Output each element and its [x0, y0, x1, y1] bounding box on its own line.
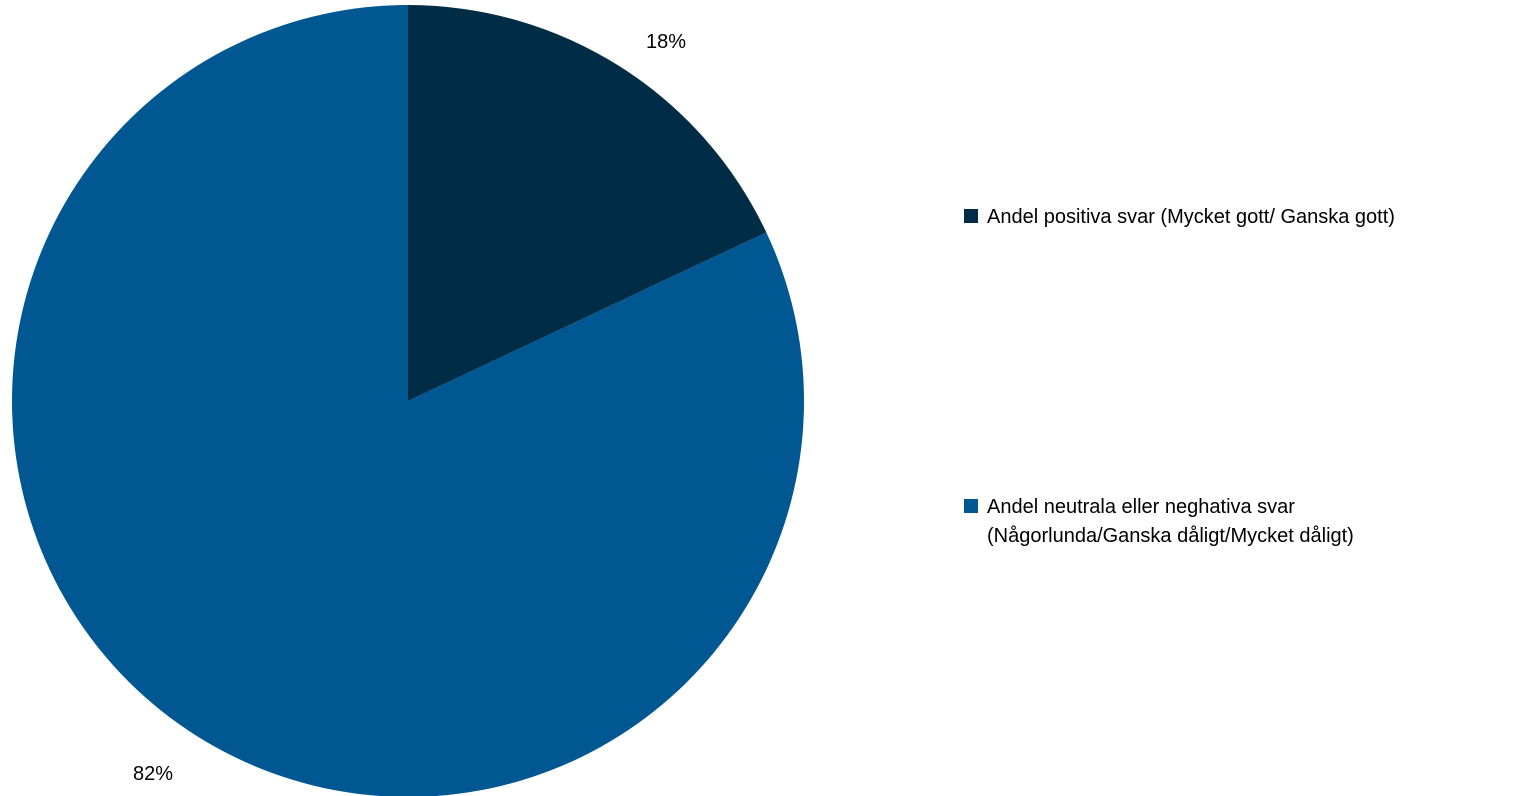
legend-label-neutral-negative-line-1: Andel neutrala eller neghativa svar — [987, 496, 1295, 518]
legend-item-neutral-negative: Andel neutrala eller neghativa svar (Någ… — [964, 493, 1354, 551]
legend-label-positive-line-1: Andel positiva svar (Mycket gott/ Ganska… — [987, 206, 1395, 228]
data-label-positive: 18% — [646, 31, 686, 53]
data-label-neutral-negative: 82% — [133, 763, 173, 785]
legend-swatch-positive — [964, 209, 978, 223]
legend-item-positive: Andel positiva svar (Mycket gott/ Ganska… — [964, 203, 1395, 232]
legend-label-neutral-negative-line-2: (Någorlunda/Ganska dåligt/Mycket dåligt) — [987, 525, 1354, 547]
legend-label-positive: Andel positiva svar (Mycket gott/ Ganska… — [987, 203, 1395, 232]
pie-slice-neutral-negative — [12, 5, 804, 796]
legend-swatch-neutral-negative — [964, 499, 978, 513]
pie-slice-positive — [408, 5, 767, 401]
legend-label-neutral-negative: Andel neutrala eller neghativa svar (Någ… — [987, 493, 1354, 551]
